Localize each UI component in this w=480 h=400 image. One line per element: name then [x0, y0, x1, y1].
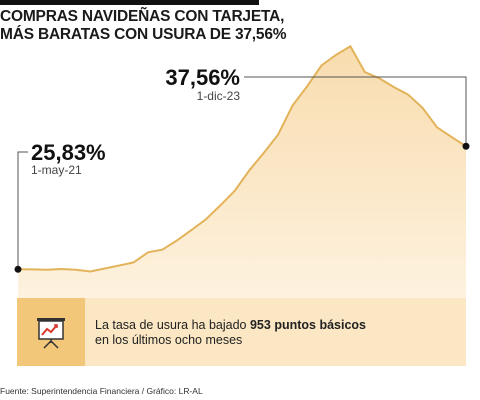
- end-point: [462, 142, 470, 150]
- end-value-label: 37,56%: [165, 65, 240, 90]
- end-date-label: 1-dic-23: [197, 89, 241, 103]
- top-rule: [0, 0, 259, 5]
- chart-presentation-icon: [17, 298, 85, 366]
- start-leader-line: [17, 151, 28, 270]
- note-box: La tasa de usura ha bajado 953 puntos bá…: [17, 298, 466, 366]
- source-credit: Fuente: Superintendencia Financiera / Gr…: [0, 386, 203, 396]
- note-text: La tasa de usura ha bajado 953 puntos bá…: [95, 318, 455, 348]
- title-line-1: COMPRAS NAVIDEÑAS CON TARJETA,: [0, 8, 285, 25]
- chart-title: COMPRAS NAVIDEÑAS CON TARJETA, MÁS BARAT…: [0, 8, 300, 44]
- title-line-2: MÁS BARATAS CON USURA DE 37,56%: [0, 26, 287, 43]
- start-date-label: 1-may-21: [31, 163, 82, 177]
- series-line: [17, 44, 467, 273]
- note-text-bold: 953 puntos básicos: [249, 318, 366, 332]
- note-text-part2: en los últimos ocho meses: [95, 333, 243, 347]
- start-point: [14, 265, 22, 273]
- end-leader-line: [244, 76, 467, 147]
- start-value-label: 25,83%: [31, 140, 106, 165]
- area-fill: [18, 46, 466, 367]
- note-text-part1: La tasa de usura ha bajado: [95, 318, 250, 332]
